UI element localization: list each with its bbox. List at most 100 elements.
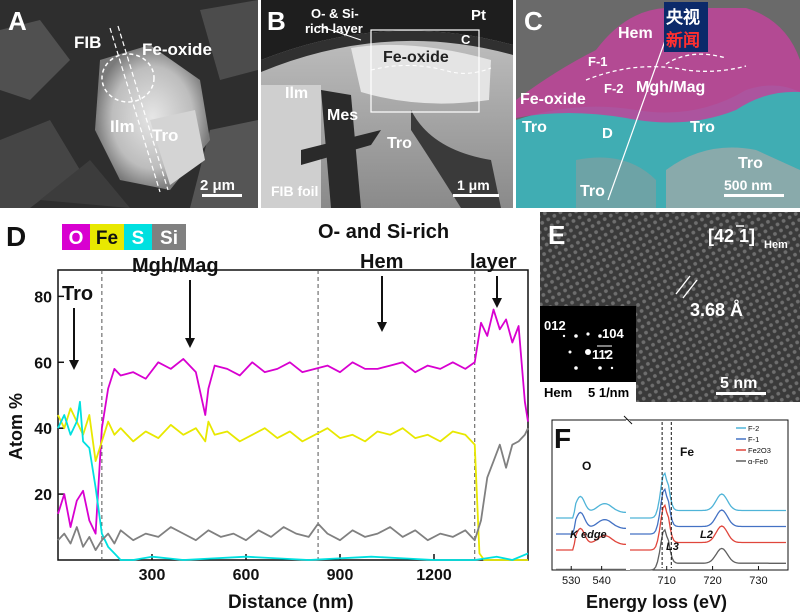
panel-d-o-si-annotation: O- and Si-rich — [318, 221, 449, 243]
panel-d-mgh-mag-annotation: Mgh/Mag — [132, 255, 219, 277]
panel-d-tro-annotation: Tro — [62, 283, 93, 305]
panel-c-hem-label: Hem — [618, 25, 653, 42]
panel-b-mes-label: Mes — [327, 107, 358, 124]
panel-d-chart: D O Fe S Si 300 600 900 1200 20 40 60 80 Atom % Di… — [0, 212, 536, 615]
watermark-line-1: 央视 — [666, 7, 700, 27]
panel-c-tro-left-label: Tro — [522, 119, 547, 136]
series-fe-line — [57, 407, 528, 561]
saed-scale-label: 5 1/nm — [588, 385, 629, 400]
panel-f-letter: F — [554, 423, 571, 454]
panel-b-ilm-label: Ilm — [285, 85, 308, 102]
panel-d: D O Fe S Si 300 600 900 1200 20 40 60 80 Atom % Di… — [0, 212, 536, 615]
series-s-line — [57, 400, 529, 561]
panel-b-tro-label: Tro — [387, 135, 412, 152]
saed-label-112: 112 — [592, 347, 613, 362]
panel-e-scale-label: 5 nm — [720, 375, 757, 392]
panel-a-fib-label: FIB — [74, 33, 101, 52]
spectrum-o-1 — [556, 511, 627, 535]
legend-text-2: Fe2O3 — [748, 446, 771, 455]
panel-b-image: B O- & Si- rich layer Pt C Fe-oxide Ilm … — [261, 0, 513, 208]
panel-b-fe-oxide-label: Fe-oxide — [383, 49, 449, 66]
panel-d-hem-annotation: Hem — [360, 251, 403, 273]
panel-d-letter: D — [6, 221, 26, 252]
panel-f: F F-2 F-1 Fe2O3 α-Fe0 530 540 710 720 730 O Fe … — [540, 412, 800, 615]
panel-f-fe-label: Fe — [680, 445, 694, 459]
panel-b: B O- & Si- rich layer Pt C Fe-oxide Ilm … — [261, 0, 513, 208]
series-si-line — [57, 427, 529, 552]
panel-a-letter: A — [8, 6, 27, 36]
panel-f-k-edge-label: K edge — [570, 529, 607, 541]
panel-c-letter: C — [524, 6, 543, 36]
legend-text-1: F-1 — [748, 435, 759, 444]
x-tick-label-3: 1200 — [416, 567, 452, 584]
f-x-tick-label-2: 710 — [658, 575, 676, 587]
panel-c-scale-bar — [724, 194, 784, 197]
panel-f-ticks: 530 540 710 720 730 — [562, 566, 768, 587]
f-x-tick-label-4: 730 — [749, 575, 767, 587]
spectrum-fe-2 — [630, 503, 786, 551]
legend-label-o: O — [69, 228, 84, 249]
spectrum-fe-3 — [630, 528, 786, 571]
panel-b-c-box — [370, 29, 480, 113]
y-tick-label-2: 60 — [34, 355, 52, 372]
panel-b-pt-label: Pt — [471, 7, 486, 24]
panel-f-l3-label: L3 — [666, 541, 679, 553]
panel-d-annotation-arrows — [69, 276, 502, 370]
y-tick-label-1: 40 — [34, 421, 52, 438]
panel-c-mgh-mag-label: Mgh/Mag — [636, 79, 705, 96]
y-tick-label-3: 80 — [34, 289, 52, 306]
saed-phase-label: Hem — [544, 385, 572, 400]
panel-f-xlabel: Energy loss (eV) — [586, 592, 727, 612]
legend-text-0: F-2 — [748, 424, 759, 433]
legend-swatch-si — [152, 224, 186, 250]
x-tick-label-1: 600 — [233, 567, 260, 584]
saed-label-104: 104 — [602, 326, 624, 341]
panel-c-f1-label: F-1 — [588, 54, 608, 69]
panel-a: A FIB Fe-oxide Ilm Tro 2 μm — [0, 0, 258, 208]
panel-d-layer-annotation: layer — [470, 251, 517, 273]
legend-label-fe: Fe — [96, 228, 118, 249]
panel-d-xlabel: Distance (nm) — [228, 592, 354, 613]
spectrum-fe-0 — [630, 471, 786, 519]
panel-e-saed-inset: 012 104 112 Hem 5 1/nm — [540, 306, 636, 402]
panel-f-l2-label: L2 — [700, 529, 713, 541]
panel-e-zone-axis-phase: Hem — [764, 239, 788, 251]
legend-label-si: Si — [160, 228, 178, 249]
panel-b-foil-label: FIB foil — [271, 183, 318, 199]
panel-e-letter: E — [548, 220, 565, 250]
spectrum-o-0 — [556, 495, 627, 519]
x-tick-label-0: 300 — [139, 567, 166, 584]
panel-e-zone-axis: [42 1] — [708, 226, 755, 246]
spectrum-fe-1 — [630, 487, 786, 535]
panel-f-frame — [551, 419, 789, 571]
panel-c-d-line-label: D — [602, 125, 613, 142]
panel-f-o-label: O — [582, 459, 591, 473]
panel-a-scale-bar — [202, 194, 242, 197]
panel-a-ilm-label: Ilm — [110, 117, 135, 136]
panel-f-spectra — [556, 422, 786, 571]
panel-d-ylabel: Atom % — [6, 393, 26, 460]
panel-c-fe-oxide-label: Fe-oxide — [520, 91, 586, 108]
panel-b-layer-label-2: rich layer — [305, 21, 363, 36]
legend-label-s: S — [132, 228, 145, 249]
series-o-line — [57, 308, 529, 535]
panel-b-letter: B — [267, 6, 286, 36]
legend-swatch-fe — [90, 224, 124, 250]
panel-f-legend: F-2 F-1 Fe2O3 α-Fe0 — [736, 424, 771, 466]
f-x-tick-label-3: 720 — [703, 575, 721, 587]
panel-c: C Hem F-1 F-2 Mgh/Mag Fe-oxide Tro Tro T… — [516, 0, 800, 208]
x-tick-label-2: 900 — [327, 567, 354, 584]
panel-a-scale-label: 2 μm — [200, 177, 235, 194]
panel-c-tro-bottom-right-label: Tro — [738, 155, 763, 172]
panel-c-f2-label: F-2 — [604, 81, 624, 96]
panel-b-scale-label: 1 μm — [457, 177, 490, 193]
panel-b-c-label: C — [461, 32, 471, 47]
panel-b-layer-label-1: O- & Si- — [311, 6, 359, 21]
panel-e-hrtem-image: E [42 1] Hem 3.68 Å 5 nm 012 104 112 Hem — [540, 212, 800, 402]
f-x-tick-label-0: 530 — [562, 575, 580, 587]
panel-c-tro-bottom-left-label: Tro — [580, 183, 605, 200]
panel-a-image: A FIB Fe-oxide Ilm Tro 2 μm — [0, 0, 258, 208]
watermark-line-2: 新闻 — [666, 30, 700, 50]
panel-a-fe-oxide-label: Fe-oxide — [142, 40, 212, 59]
